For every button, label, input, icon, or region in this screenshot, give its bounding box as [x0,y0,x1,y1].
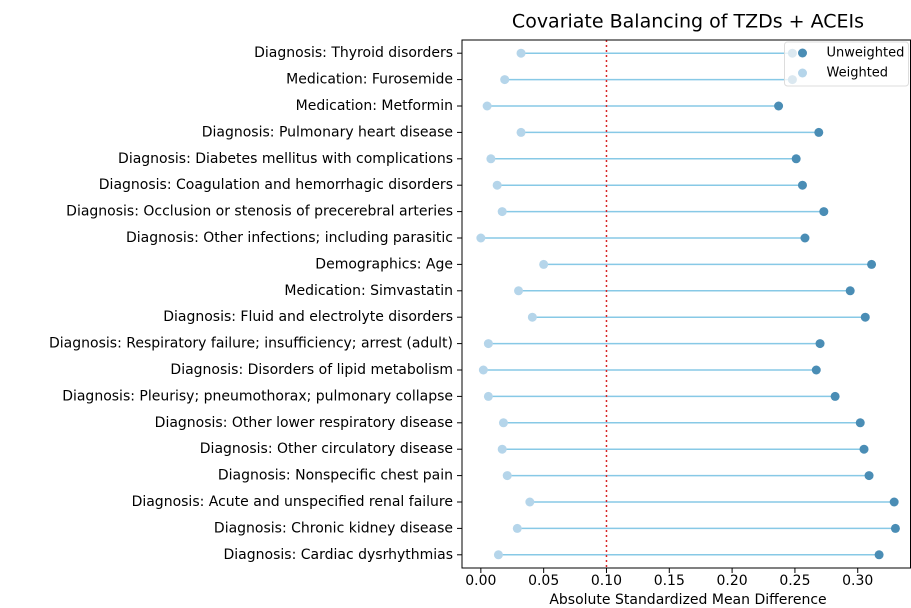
point [512,523,522,533]
point [483,339,493,349]
point [890,523,900,533]
point [855,418,865,428]
point [493,550,503,560]
y-tick-label: Diagnosis: Thyroid disorders [254,45,453,61]
point [500,75,510,85]
y-tick-label: Demographics: Age [315,256,453,272]
y-tick-label: Diagnosis: Occlusion or stenosis of prec… [66,204,453,220]
point [791,154,801,164]
point [814,127,824,137]
y-tick-label: Diagnosis: Coagulation and hemorrhagic d… [99,177,453,193]
point [527,312,537,322]
y-tick-label: Diagnosis: Acute and unspecified renal f… [132,494,453,510]
point [774,101,784,111]
y-tick-label: Diagnosis: Chronic kidney disease [214,520,453,536]
y-tick-label: Diagnosis: Diabetes mellitus with compli… [118,151,453,167]
point [478,365,488,375]
point [492,180,502,190]
point [815,339,825,349]
point [800,233,810,243]
point [819,207,829,217]
chart-title: Covariate Balancing of TZDs + ACEIs [512,11,864,33]
point [486,154,496,164]
legend-label: Unweighted [827,46,905,61]
legend-box [784,41,909,87]
x-tick-label: 0.15 [654,573,685,589]
y-tick-label: Diagnosis: Other lower respiratory disea… [155,415,453,431]
y-tick-label: Diagnosis: Respiratory failure; insuffic… [49,336,453,352]
y-tick-label: Medication: Metformin [296,98,453,114]
x-tick-label: 0.20 [717,573,748,589]
point [516,127,526,137]
point [516,48,526,58]
y-tick-label: Diagnosis: Cardiac dysrhythmias [224,547,453,563]
y-tick-label: Diagnosis: Pleurisy; pneumothorax; pulmo… [62,388,453,404]
x-tick-label: 0.25 [779,573,810,589]
point [497,444,507,454]
y-tick-label: Diagnosis: Disorders of lipid metabolism [170,362,453,378]
legend-label: Weighted [827,66,889,81]
point [874,550,884,560]
point [797,180,807,190]
x-tick-label: 0.05 [528,573,559,589]
y-tick-label: Diagnosis: Nonspecific chest pain [218,468,453,484]
y-tick-label: Diagnosis: Other circulatory disease [200,441,453,457]
point [539,259,549,269]
legend-marker [798,68,807,78]
y-tick-label: Medication: Furosemide [286,72,453,88]
point [525,497,535,507]
point [502,471,512,481]
x-axis-label: Absolute Standardized Mean Difference [549,592,826,608]
x-tick-label: 0.30 [842,573,873,589]
legend-marker [798,48,807,58]
point [482,101,492,111]
point [864,471,874,481]
y-tick-label: Diagnosis: Fluid and electrolyte disorde… [163,309,453,325]
point [811,365,821,375]
point [867,259,877,269]
point [514,286,524,296]
point [476,233,486,243]
point [483,391,493,401]
point [889,497,899,507]
y-tick-label: Diagnosis: Other infections; including p… [126,230,453,246]
point [859,444,869,454]
point [830,391,840,401]
plot-frame [461,39,911,569]
y-tick-label: Diagnosis: Pulmonary heart disease [202,124,453,140]
x-tick-label: 0.00 [465,573,496,589]
y-tick-label: Medication: Simvastatin [284,283,453,299]
point [860,312,870,322]
point [497,207,507,217]
point [498,418,508,428]
x-tick-label: 0.10 [591,573,622,589]
point [845,286,855,296]
